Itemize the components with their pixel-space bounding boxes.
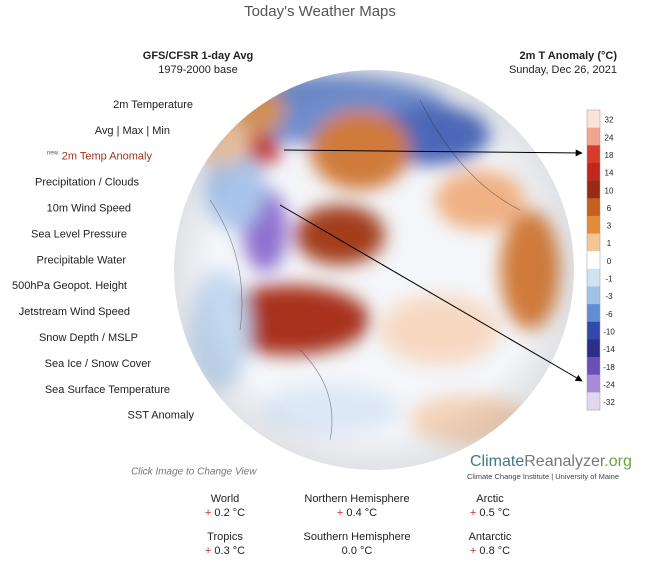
page-title: Today's Weather Maps <box>244 3 396 20</box>
colorbar-frame <box>586 109 601 411</box>
colorbar-cell <box>587 198 600 217</box>
stat-name: Northern Hemisphere <box>304 493 409 505</box>
menu-item[interactable]: Sea Level Pressure <box>31 228 127 240</box>
colorbar-label: -10 <box>603 327 615 336</box>
hint: Click Image to Change View <box>131 467 257 478</box>
colorbar-label: -32 <box>603 398 615 407</box>
colorbar-cell <box>587 251 600 270</box>
menu-item[interactable]: 500hPa Geopot. Height <box>12 280 127 292</box>
globe-map[interactable] <box>174 70 574 470</box>
menu-item[interactable]: 10m Wind Speed <box>47 203 131 215</box>
stat-number: 0.0 °C <box>342 545 373 557</box>
menu-item[interactable]: Sea Ice / Snow Cover <box>45 358 152 370</box>
menu: 2m Temperature Avg | Max | Min 2m Temp Ano… <box>12 99 194 422</box>
logo-org: .org <box>604 453 632 470</box>
colorbar-label: 10 <box>605 186 614 195</box>
colorbar-label: -1 <box>605 275 613 284</box>
menu-item[interactable]: 2m Temp Anomaly <box>62 151 153 163</box>
colorbar-cell <box>587 339 600 358</box>
colorbar-label: 14 <box>605 169 614 178</box>
colorbar-cell <box>587 180 600 199</box>
stat-number: 0.2 °C <box>214 507 245 519</box>
stat-value: + 0.3 °C <box>205 545 245 557</box>
logo[interactable]: ClimateReanalyzer.org <box>470 453 632 470</box>
stat-name: Southern Hemisphere <box>303 531 410 543</box>
base-label: 1979-2000 base <box>158 64 238 76</box>
stat-value: + 0.8 °C <box>470 545 510 557</box>
date-label: Sunday, Dec 26, 2021 <box>509 64 617 76</box>
arrow-min <box>279 204 583 382</box>
new-badge: new <box>47 150 59 156</box>
colorbar-cell <box>587 392 600 411</box>
stat-sign: + <box>337 507 343 519</box>
stat-sign: + <box>205 507 211 519</box>
menu-item[interactable]: Precipitable Water <box>37 254 127 266</box>
logo-reanalyzer: Reanalyzer <box>524 453 606 470</box>
colorbar-label: 1 <box>607 239 612 248</box>
source-label: GFS/CFSR 1-day Avg <box>143 50 253 62</box>
institute: Climate Change Institute | University of… <box>467 472 619 481</box>
menu-item[interactable]: 2m Temperature <box>113 99 193 111</box>
colorbar-cell <box>587 110 600 128</box>
stat-number: 0.8 °C <box>479 545 510 557</box>
menu-item[interactable]: SST Anomaly <box>128 410 195 422</box>
colorbar-cell <box>587 145 600 164</box>
stat-value: + 0.4 °C <box>337 507 377 519</box>
stat-sign: + <box>205 545 211 557</box>
colorbar-label: -14 <box>603 345 615 354</box>
stat-value: + 0.2 °C <box>205 507 245 519</box>
stat-name: Antarctic <box>469 531 512 543</box>
colorbar-cell <box>587 233 600 252</box>
menu-item[interactable]: Snow Depth / MSLP <box>39 332 138 344</box>
colorbar-label: -6 <box>605 310 613 319</box>
colorbar-cell <box>587 304 600 323</box>
colorbar-label: -3 <box>605 292 613 301</box>
menu-item[interactable]: Sea Surface Temperature <box>45 384 170 396</box>
logo-climate: Climate <box>470 453 524 470</box>
stat-number: 0.4 °C <box>346 507 377 519</box>
variable-label: 2m T Anomaly (°C) <box>519 50 617 62</box>
colorbar-label: 3 <box>607 222 612 231</box>
colorbar-label: -18 <box>603 363 615 372</box>
stat-number: 0.3 °C <box>214 545 245 557</box>
stat-value: 0.0 °C <box>342 545 373 557</box>
colorbar-label: 24 <box>605 133 614 142</box>
stat-number: 0.5 °C <box>479 507 510 519</box>
colorbar-label: -24 <box>603 380 615 389</box>
colorbar-label: 18 <box>605 151 614 160</box>
stat-sign: + <box>470 507 476 519</box>
colorbar-label: 32 <box>605 116 614 125</box>
colorbar-cell <box>587 321 600 340</box>
colorbar-cell <box>587 286 600 305</box>
stat-value: + 0.5 °C <box>470 507 510 519</box>
colorbar-label: 0 <box>607 257 612 266</box>
colorbar-cell <box>587 374 600 393</box>
arrow-max <box>283 149 583 157</box>
stat-name: Tropics <box>207 531 243 543</box>
menu-item[interactable]: Jetstream Wind Speed <box>19 306 130 318</box>
menu-item[interactable]: Avg | Max | Min <box>95 125 170 137</box>
colorbar-cell <box>587 162 600 181</box>
stat-name: Arctic <box>476 493 504 505</box>
menu-item[interactable]: Precipitation / Clouds <box>35 177 139 189</box>
stat-sign: + <box>470 545 476 557</box>
colorbar-label: 6 <box>607 204 612 213</box>
stat-name: World <box>211 493 240 505</box>
colorbar-cell <box>587 127 600 146</box>
colorbar-cell <box>587 268 600 287</box>
colorbar-cell <box>587 357 600 376</box>
colorbar-cell <box>587 215 600 234</box>
